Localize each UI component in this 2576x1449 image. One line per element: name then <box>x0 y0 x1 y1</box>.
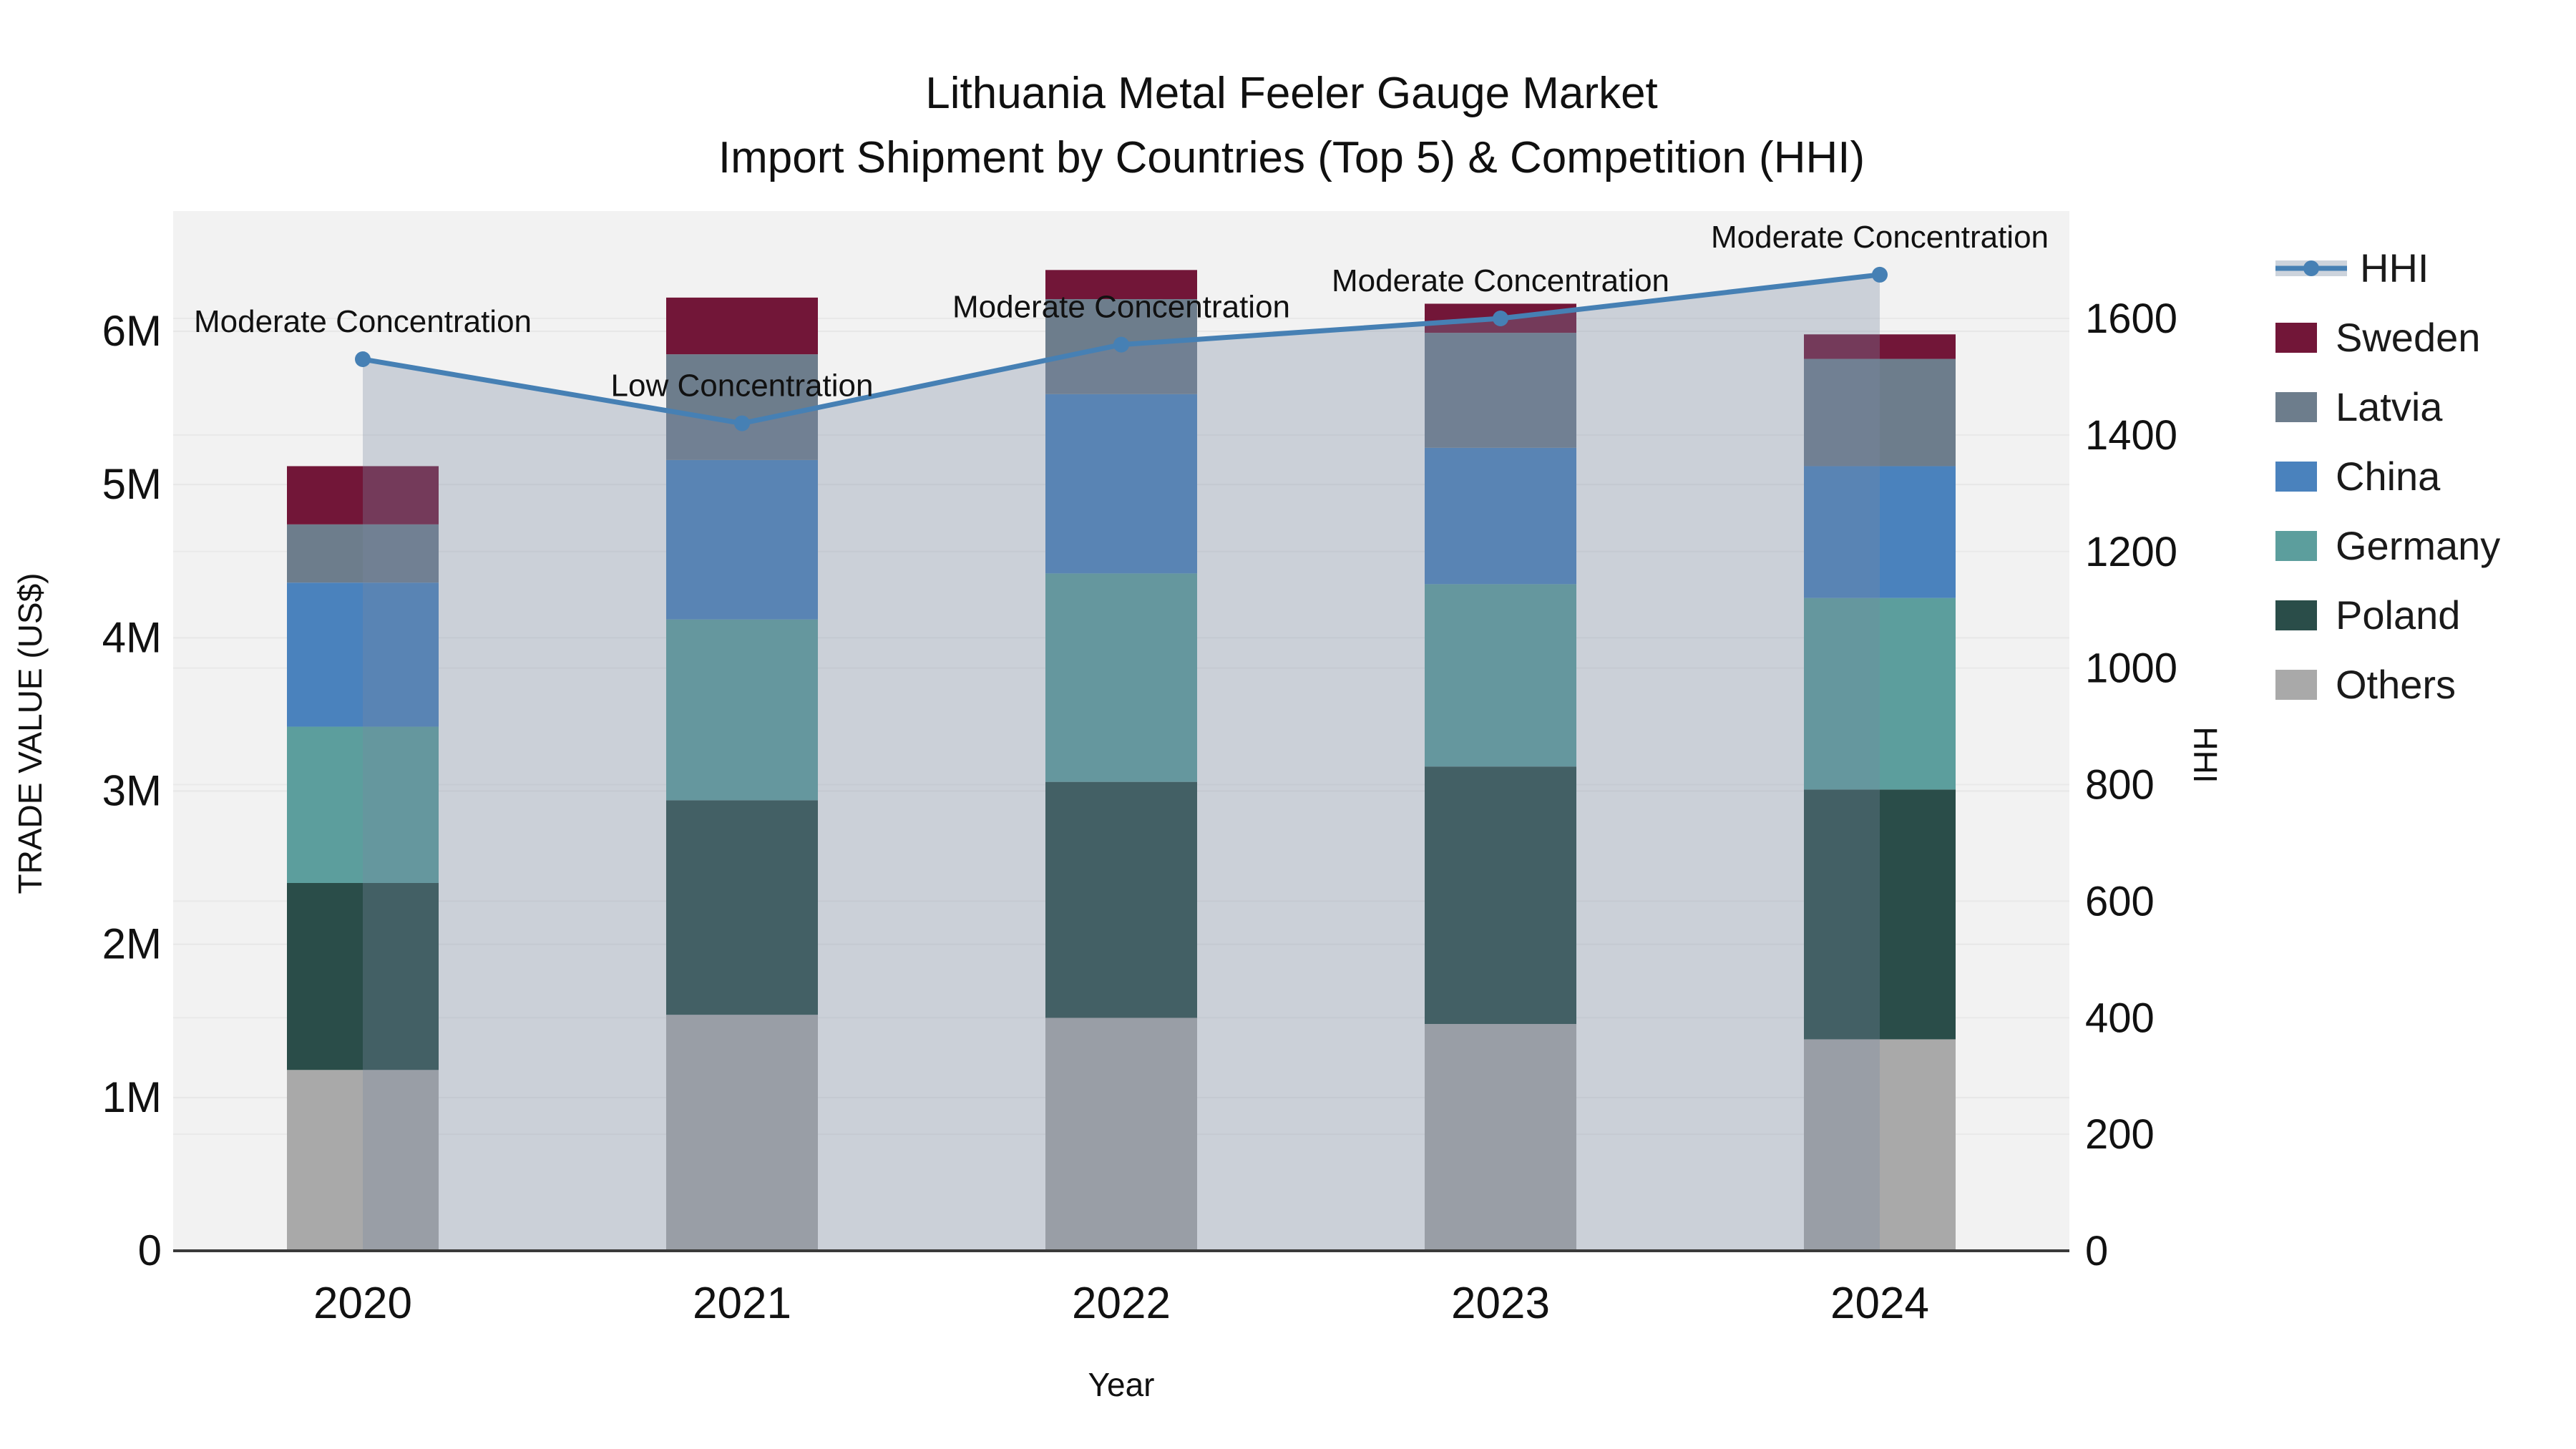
germany-swatch-icon <box>2275 530 2317 561</box>
bar-segment-latvia-2023 <box>1425 333 1576 448</box>
hhi-legend-glyph-svg <box>2275 260 2347 276</box>
bar-segment-china-2020 <box>287 582 439 727</box>
legend-label-latvia: Latvia <box>2336 384 2443 429</box>
legend-label-others: Others <box>2336 662 2457 707</box>
y-right-tick-label-1400: 1400 <box>2085 412 2177 459</box>
legend: HHI Sweden Latvia China Germany Poland O… <box>2275 233 2500 719</box>
y-right-tick-label-200: 200 <box>2085 1111 2155 1158</box>
y-right-tick-label-0: 0 <box>2085 1228 2108 1274</box>
legend-item-hhi: HHI <box>2275 233 2500 303</box>
bar-segment-germany-2023 <box>1425 584 1576 767</box>
bar-segment-poland-2021 <box>666 800 818 1015</box>
legend-item-germany: Germany <box>2275 511 2500 580</box>
legend-item-latvia: Latvia <box>2275 372 2500 441</box>
china-swatch-icon <box>2275 461 2317 492</box>
x-axis-title: Year <box>1088 1366 1155 1403</box>
legend-label-poland: Poland <box>2336 592 2461 638</box>
y-right-tick-label-800: 800 <box>2085 762 2155 809</box>
bar-segment-germany-2020 <box>287 726 439 883</box>
bar-segment-latvia-2021 <box>666 354 818 460</box>
legend-label-hhi: HHI <box>2360 245 2429 291</box>
x-tick-label-2020: 2020 <box>313 1279 412 1328</box>
y-right-tick-label-1000: 1000 <box>2085 645 2177 692</box>
legend-item-poland: Poland <box>2275 580 2500 650</box>
annotation-2024: Moderate Concentration <box>1711 220 2049 255</box>
hhi-marker-2024 <box>1872 266 1888 283</box>
bar-segment-germany-2024 <box>1804 597 1956 790</box>
x-tick-label-2023: 2023 <box>1451 1279 1550 1328</box>
sweden-swatch-icon <box>2275 322 2317 353</box>
legend-item-others: Others <box>2275 650 2500 719</box>
annotation-2022: Moderate Concentration <box>952 290 1290 325</box>
bar-segment-others-2021 <box>666 1015 818 1251</box>
bar-segment-germany-2021 <box>666 619 818 801</box>
annotation-2023: Moderate Concentration <box>1332 263 1669 298</box>
bar-segment-poland-2020 <box>287 883 439 1070</box>
y-right-tick-label-400: 400 <box>2085 995 2155 1041</box>
y-left-tick-label-5M: 5M <box>102 460 162 508</box>
hhi-marker-2020 <box>355 351 371 368</box>
bar-segment-sweden-2021 <box>666 297 818 355</box>
legend-item-sweden: Sweden <box>2275 303 2500 372</box>
hhi-line-icon <box>2275 253 2347 284</box>
x-tick-label-2022: 2022 <box>1072 1279 1171 1328</box>
bar-segment-china-2022 <box>1045 394 1197 574</box>
legend-label-sweden: Sweden <box>2336 315 2481 360</box>
annotation-2020: Moderate Concentration <box>194 304 532 339</box>
bar-segment-others-2023 <box>1425 1024 1576 1251</box>
bar-segment-poland-2023 <box>1425 766 1576 1025</box>
latvia-swatch-icon <box>2275 391 2317 422</box>
hhi-marker-2023 <box>1493 311 1508 326</box>
y-left-axis-title: TRADE VALUE (US$) <box>11 572 49 894</box>
bar-segment-sweden-2022 <box>1045 270 1197 300</box>
bar-segment-sweden-2020 <box>287 466 439 525</box>
x-tick-label-2024: 2024 <box>1830 1279 1929 1328</box>
y-right-tick-label-1600: 1600 <box>2085 296 2177 342</box>
bar-segment-latvia-2020 <box>287 524 439 583</box>
y-right-tick-label-600: 600 <box>2085 878 2155 924</box>
legend-label-china: China <box>2336 454 2441 499</box>
hhi-area-fill <box>363 274 1880 1251</box>
bar-segment-sweden-2024 <box>1804 334 1956 359</box>
y-left-tick-label-6M: 6M <box>102 307 162 355</box>
y-left-tick-label-4M: 4M <box>102 613 162 661</box>
y-left-tick-label-0: 0 <box>138 1226 162 1274</box>
hhi-marker-2021 <box>734 415 750 431</box>
legend-item-china: China <box>2275 441 2500 511</box>
bar-segment-others-2020 <box>287 1070 439 1251</box>
bar-segment-china-2023 <box>1425 447 1576 585</box>
x-tick-label-2021: 2021 <box>693 1279 791 1328</box>
bar-segment-poland-2022 <box>1045 781 1197 1018</box>
y-right-axis-title: HHI <box>2187 726 2224 784</box>
annotation-2021: Low Concentration <box>611 369 874 404</box>
y-left-tick-label-2M: 2M <box>102 920 162 968</box>
y-left-tick-label-3M: 3M <box>102 767 162 815</box>
bar-segment-germany-2022 <box>1045 573 1197 782</box>
y-right-tick-label-1200: 1200 <box>2085 529 2177 575</box>
chart-title-line1: Lithuania Metal Feeler Gauge Market <box>925 69 1658 118</box>
hhi-marker-2022 <box>1113 336 1129 353</box>
bar-segment-china-2021 <box>666 459 818 620</box>
poland-swatch-icon <box>2275 600 2317 630</box>
bar-segment-others-2024 <box>1804 1039 1956 1251</box>
bar-segment-china-2024 <box>1804 466 1956 598</box>
chart-title-line2: Import Shipment by Countries (Top 5) & C… <box>718 133 1865 182</box>
bar-segment-poland-2024 <box>1804 789 1956 1040</box>
y-left-tick-label-1M: 1M <box>102 1073 162 1121</box>
bar-segment-others-2022 <box>1045 1018 1197 1251</box>
legend-label-germany: Germany <box>2336 523 2501 568</box>
others-swatch-icon <box>2275 669 2317 700</box>
bar-segment-latvia-2024 <box>1804 358 1956 467</box>
hhi-legend-marker <box>2303 260 2319 276</box>
